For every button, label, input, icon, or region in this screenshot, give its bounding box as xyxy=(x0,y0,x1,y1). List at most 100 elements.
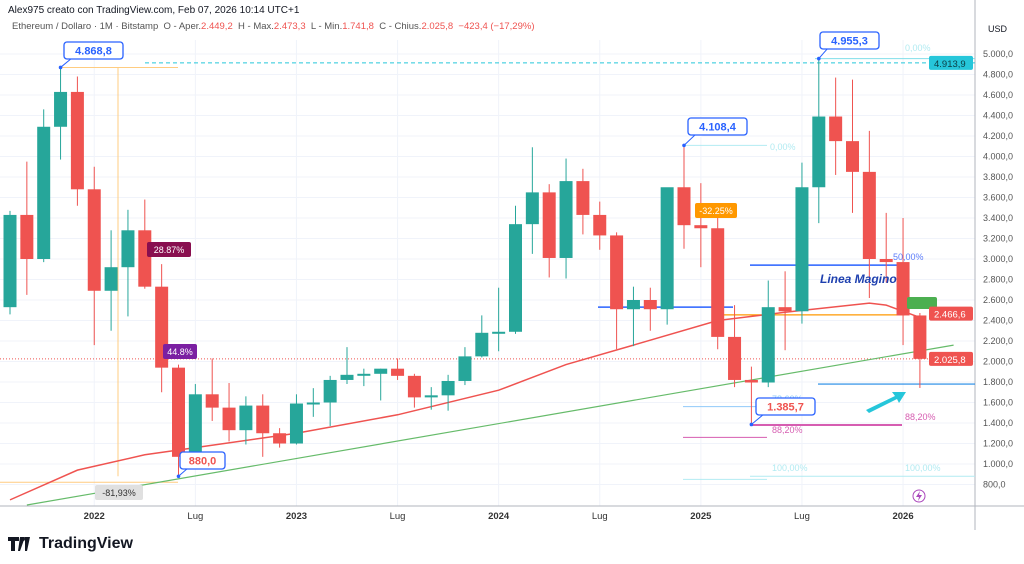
y-tick-label: 4.600,0 xyxy=(983,90,1013,100)
fib-label: 88,20% xyxy=(905,412,936,422)
candle-body xyxy=(306,402,320,405)
y-tick-label: 2.000,0 xyxy=(983,357,1013,367)
percent-tag-label: 28.87% xyxy=(154,245,185,255)
tradingview-logo-text: TradingView xyxy=(39,535,133,552)
x-tick-label: 2026 xyxy=(892,511,913,522)
open-value: 2.449,2 xyxy=(201,21,233,32)
callout-box xyxy=(179,451,226,470)
candle-body xyxy=(509,224,522,332)
y-tick-label: 2.800,0 xyxy=(983,275,1013,285)
candle-body xyxy=(711,228,725,337)
tradingview-logo-icon xyxy=(8,537,30,551)
change-tag xyxy=(907,297,937,309)
candle-body xyxy=(795,187,809,312)
candle-body xyxy=(87,189,101,291)
price-axis-badge-label: 4.913,9 xyxy=(934,59,966,70)
open-label: O - Aper. xyxy=(163,21,202,32)
callout-box xyxy=(63,41,124,60)
candle-body xyxy=(239,405,253,431)
x-tick-label: 2025 xyxy=(690,511,712,522)
candle-body xyxy=(913,315,927,359)
symbol-name[interactable]: Ethereum / Dollaro · 1M · Bitstamp xyxy=(12,21,159,32)
candle-body xyxy=(862,171,876,259)
change-value: −423,4 (−17,29%) xyxy=(458,21,535,32)
low-value: 1.741,8 xyxy=(342,21,374,32)
candle-body xyxy=(542,192,556,258)
y-tick-label: 1.800,0 xyxy=(983,377,1013,387)
price-axis-badge-label: 2.466,6 xyxy=(934,310,966,321)
callout-anchor xyxy=(682,143,686,148)
price-axis-badge xyxy=(929,306,973,321)
callout-label: 1.385,7 xyxy=(767,402,804,414)
candle-body xyxy=(576,181,590,215)
y-tick-label: 3.000,0 xyxy=(983,254,1013,264)
candle-body xyxy=(3,214,17,308)
candle-body xyxy=(37,126,51,260)
callout-label: 880,0 xyxy=(189,456,217,468)
candle-body xyxy=(407,375,421,398)
candle-body xyxy=(357,373,371,376)
callout-box xyxy=(755,397,816,416)
candle-body xyxy=(812,116,826,188)
x-tick-label: 2023 xyxy=(286,511,307,522)
y-tick-label: 4.400,0 xyxy=(983,111,1013,121)
percent-tag-label: 44.8% xyxy=(167,347,193,357)
candle-body xyxy=(374,368,388,374)
close-label: C - Chius. xyxy=(379,21,422,32)
callout-box xyxy=(687,117,748,136)
callout-label: 4.868,8 xyxy=(75,46,112,58)
y-tick-label: 3.200,0 xyxy=(983,234,1013,244)
callout-anchor xyxy=(58,65,63,70)
candle-body xyxy=(458,356,472,381)
high-label: H - Max. xyxy=(238,21,274,32)
tradingview-logo[interactable]: TradingView xyxy=(8,535,133,553)
y-tick-label: 2.400,0 xyxy=(983,316,1013,326)
y-tick-label: 3.800,0 xyxy=(983,172,1013,182)
candle-body xyxy=(424,395,438,398)
x-tick-label: Lug xyxy=(390,511,406,522)
percent-tag xyxy=(695,203,737,218)
percent-tag-label: -32.25% xyxy=(699,206,733,216)
percent-tag xyxy=(95,485,143,500)
callout-label: 4.955,3 xyxy=(831,36,868,48)
x-tick-label: 2022 xyxy=(84,511,105,522)
price-axis-badge-label: 2.025,8 xyxy=(934,355,966,366)
y-tick-label: 4.800,0 xyxy=(983,70,1013,80)
candle-body xyxy=(70,91,84,190)
percent-tag xyxy=(163,344,197,359)
candle-body xyxy=(222,407,236,431)
y-tick-label: 1.000,0 xyxy=(983,459,1013,469)
candle-body xyxy=(20,214,34,259)
arrow-icon xyxy=(866,392,906,413)
candle-body xyxy=(677,187,691,226)
fib-label: 0,00% xyxy=(905,43,931,53)
candle-body xyxy=(879,259,893,263)
price-axis-badge xyxy=(929,351,973,366)
candle-body xyxy=(289,403,303,444)
price-axis-badge xyxy=(929,55,973,70)
low-label: L - Min. xyxy=(310,21,343,32)
candle-body xyxy=(492,331,506,334)
y-tick-label: 1.600,0 xyxy=(983,398,1013,408)
fib-label: 100,00% xyxy=(905,463,941,473)
y-tick-label: 1.400,0 xyxy=(983,418,1013,428)
price-chart[interactable]: USD 5.000,0 4.800,0 4.600,0 4.400,0 4.200,0 4… xyxy=(0,0,1024,530)
x-tick-label: Lug xyxy=(794,511,810,522)
candle-body xyxy=(441,380,455,396)
candle-body xyxy=(256,405,270,434)
candle-body xyxy=(172,367,185,457)
y-tick-label: 2.600,0 xyxy=(983,295,1013,305)
fib-label: 100,00% xyxy=(772,463,808,473)
candle-body xyxy=(525,192,539,225)
candle-body xyxy=(188,394,202,457)
y-tick-label: 800,0 xyxy=(983,480,1006,490)
moving-average-line xyxy=(9,302,921,501)
linea-magino-label: Linea Magino xyxy=(820,272,897,286)
callout-anchor xyxy=(749,422,754,427)
x-tick-label: Lug xyxy=(187,511,203,522)
candle-body xyxy=(205,394,219,408)
candle-body xyxy=(475,332,489,357)
candle-body xyxy=(660,187,674,310)
y-tick-label: 4.200,0 xyxy=(983,131,1013,141)
candle-body xyxy=(829,116,843,142)
